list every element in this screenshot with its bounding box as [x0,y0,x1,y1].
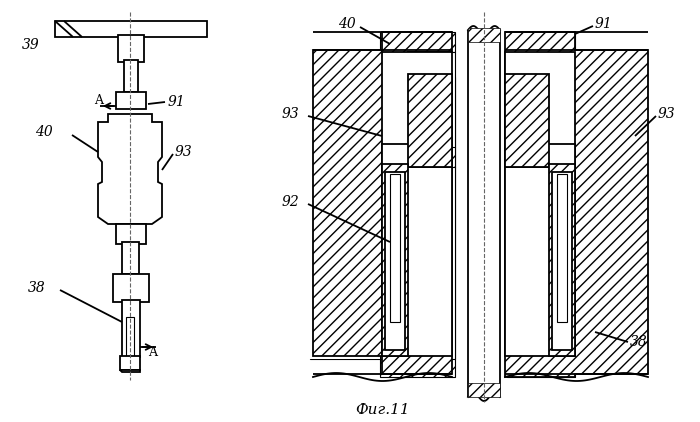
Bar [124,60,138,92]
Text: 38: 38 [630,335,648,349]
Bar [557,174,567,322]
Text: 39: 39 [22,38,40,52]
Bar [385,172,405,350]
Polygon shape [507,32,645,377]
Bar [505,144,575,167]
Bar [382,52,452,356]
Polygon shape [507,132,552,167]
Bar [468,383,500,397]
Bar [575,179,595,359]
Text: Фиг.11: Фиг.11 [355,403,409,417]
Text: A: A [94,94,103,106]
Bar [390,174,400,322]
Text: 40: 40 [338,17,356,31]
Bar [305,50,380,359]
Text: 92: 92 [282,195,300,209]
Polygon shape [380,132,455,167]
Text: 40: 40 [35,125,52,139]
Bar [408,74,452,167]
Text: A: A [148,346,157,359]
Text: 91: 91 [595,17,612,31]
Bar [122,242,139,274]
Bar [552,172,572,350]
Bar [120,356,140,370]
Text: 91: 91 [168,95,186,109]
Polygon shape [505,32,648,377]
Bar [380,179,400,359]
Text: 93: 93 [658,107,676,121]
Bar [122,300,140,357]
Bar [55,21,207,37]
Polygon shape [313,32,452,374]
Polygon shape [552,147,575,167]
Bar [505,74,549,167]
Bar [118,35,144,62]
Bar [113,274,149,302]
Text: 38: 38 [28,281,46,295]
Bar [549,164,575,356]
Bar [507,52,575,359]
Bar [578,184,592,344]
Polygon shape [98,114,162,224]
Bar [116,224,146,244]
Bar [382,164,408,356]
Bar [505,52,575,356]
Text: 93: 93 [175,145,192,159]
Bar [116,92,146,109]
Text: 93: 93 [282,107,300,121]
Bar [382,144,452,167]
Bar [383,184,397,344]
Bar [126,317,134,357]
Polygon shape [120,370,140,372]
Polygon shape [305,50,310,359]
Bar [380,52,455,359]
Bar [468,28,500,42]
Polygon shape [310,32,455,377]
